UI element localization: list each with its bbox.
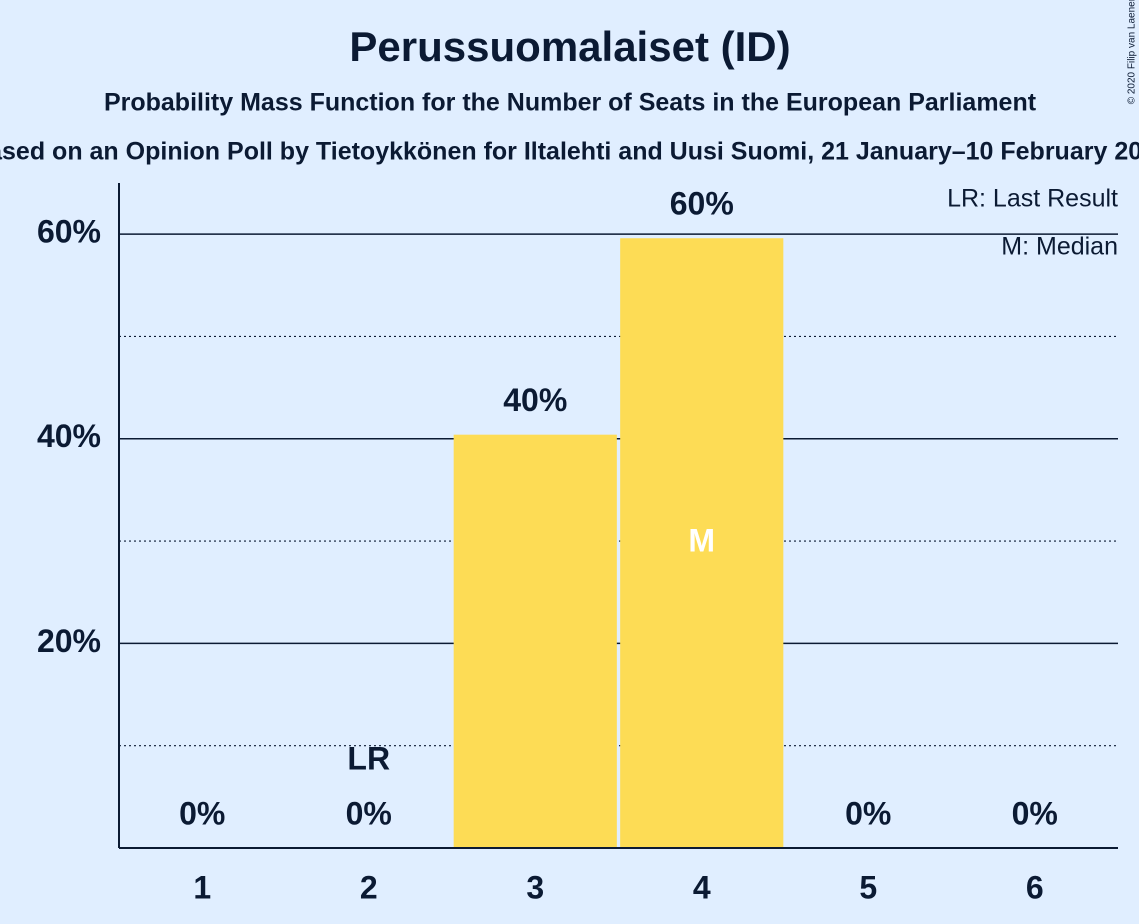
x-tick-label: 1 [193,869,211,905]
x-tick-label: 6 [1026,869,1044,905]
x-tick-label: 3 [526,869,544,905]
x-tick-label: 2 [360,869,378,905]
y-tick-label: 20% [37,623,101,659]
legend-entry: LR: Last Result [947,185,1118,213]
chart-title: Perussuomalaiset (ID) [349,23,790,70]
data-label: 0% [845,795,891,831]
x-tick-label: 4 [693,869,711,905]
data-label: 40% [503,382,567,418]
data-label: 0% [1012,795,1058,831]
bar [453,434,617,848]
chart-caption: Based on an Opinion Poll by Tietoykkönen… [0,138,1139,166]
last-result-marker: LR [347,740,390,776]
legend-entry: M: Median [1001,233,1118,261]
y-tick-label: 40% [37,418,101,454]
data-label: 0% [346,795,392,831]
bar [620,238,784,848]
y-tick-label: 60% [37,214,101,250]
data-label: 60% [670,186,734,222]
chart-subtitle: Probability Mass Function for the Number… [104,89,1037,117]
copyright: © 2020 Filip van Laenen [1127,0,1138,104]
data-label: 0% [179,795,225,831]
median-marker: M [688,523,715,559]
x-tick-label: 5 [859,869,877,905]
